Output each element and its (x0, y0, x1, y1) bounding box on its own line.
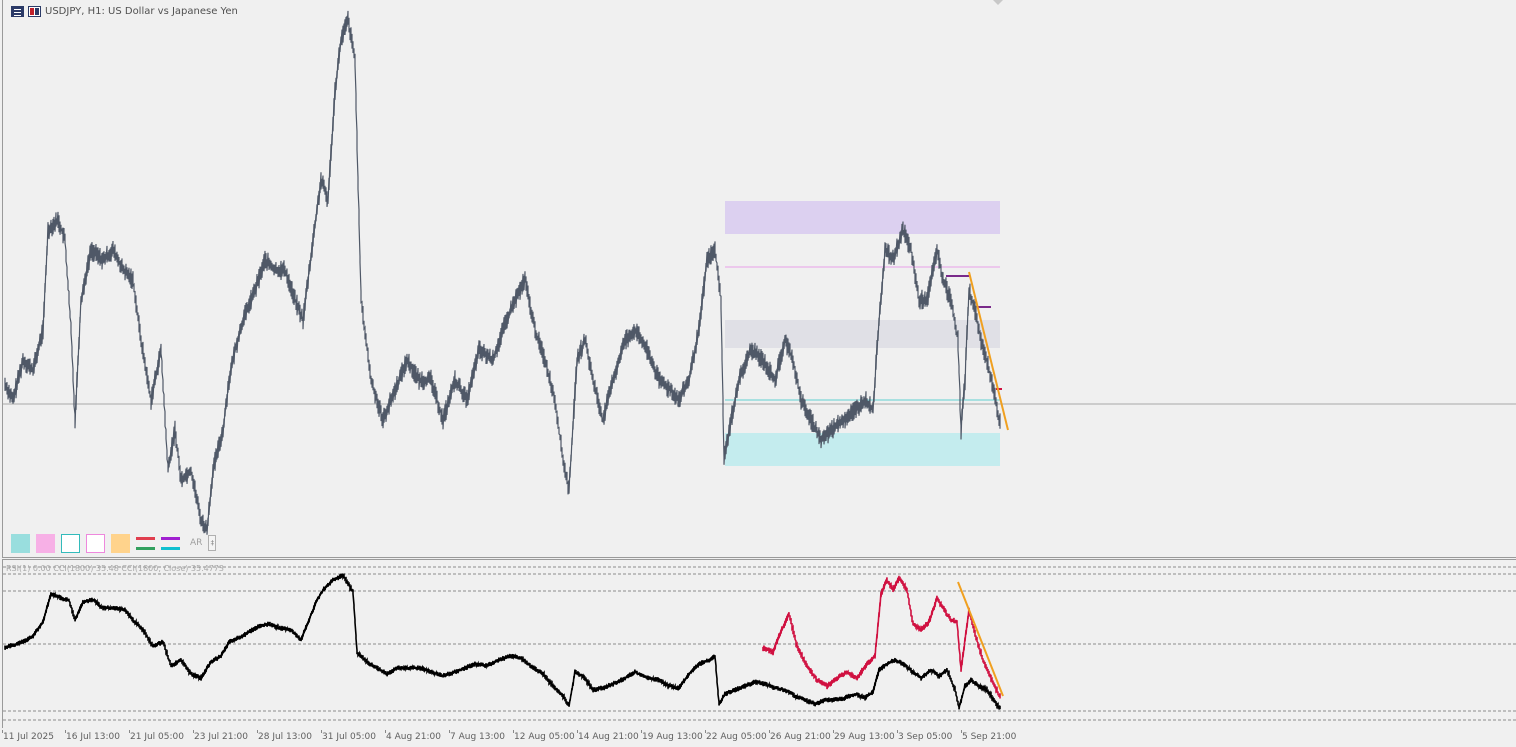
cci-chart[interactable] (3, 560, 1516, 728)
time-axis-tick (833, 730, 834, 733)
price-trendline[interactable] (968, 271, 1009, 431)
time-axis-tick (577, 730, 578, 733)
time-axis-tick (769, 730, 770, 733)
time-axis-tick (193, 730, 194, 733)
pane-separator[interactable] (2, 557, 1516, 560)
time-axis-label: 22 Aug 05:00 (706, 732, 767, 742)
time-axis-label: 28 Jul 13:00 (258, 732, 312, 742)
time-axis-tick (129, 730, 130, 733)
time-axis-label: 16 Jul 13:00 (66, 732, 120, 742)
time-axis-label: 26 Aug 21:00 (770, 732, 831, 742)
swatch-cyan-zone[interactable] (11, 533, 30, 553)
cci-series-line (4, 572, 1001, 710)
demand-zone-bottom[interactable] (725, 433, 1000, 466)
time-axis-tick (321, 730, 322, 733)
time-axis-tick (257, 730, 258, 733)
supply-zone-top[interactable] (725, 201, 1000, 234)
price-pane[interactable]: USDJPY, H1: US Dollar vs Japanese Yen (2, 0, 1516, 557)
ar-button[interactable]: AR (190, 538, 203, 548)
time-axis-tick (641, 730, 642, 733)
swatch-pink-outline[interactable] (86, 533, 105, 553)
time-axis-tick (65, 730, 66, 733)
time-axis-label: 12 Aug 05:00 (514, 732, 575, 742)
chart-shift-marker[interactable] (993, 0, 1003, 5)
indicator-label: RSI(1) 0.00 CCI(1800) 35.48 CCI(1800, Cl… (6, 564, 224, 573)
time-axis-tick (385, 730, 386, 733)
time-axis-label: 31 Jul 05:00 (322, 732, 376, 742)
cci-highlight-line (762, 575, 1001, 699)
indicator-pane[interactable] (2, 560, 1516, 728)
menu-icon[interactable] (11, 5, 24, 17)
mini-toggle-button[interactable]: ‡ (208, 535, 217, 551)
chart-header: USDJPY, H1: US Dollar vs Japanese Yen (11, 4, 238, 18)
swatch-cyan-outline[interactable] (61, 533, 80, 553)
time-axis-label: 3 Sep 05:00 (898, 732, 953, 742)
symbol-flag-icon[interactable] (28, 5, 41, 17)
price-chart[interactable] (3, 0, 1516, 557)
time-axis-label: 29 Aug 13:00 (834, 732, 895, 742)
time-axis-tick (2, 730, 3, 733)
time-axis-label: 21 Jul 05:00 (130, 732, 184, 742)
time-axis-tick (961, 730, 962, 733)
time-axis-label: 5 Sep 21:00 (962, 732, 1017, 742)
time-axis-tick (449, 730, 450, 733)
time-axis-label: 11 Jul 2025 (3, 732, 54, 742)
swatch-purple-cyan-lines[interactable] (161, 534, 180, 553)
cci-trendline[interactable] (957, 581, 1004, 697)
swatch-red-green-lines[interactable] (136, 534, 155, 553)
time-axis-label: 4 Aug 21:00 (386, 732, 441, 742)
price-series-line (4, 10, 1001, 535)
time-axis-label: 14 Aug 21:00 (578, 732, 639, 742)
time-axis[interactable]: 11 Jul 2025 16 Jul 13:00 21 Jul 05:00 23 Ju… (0, 730, 1516, 747)
drawing-toolbar: AR ‡ (11, 533, 217, 553)
swatch-pink-zone[interactable] (36, 533, 55, 553)
time-axis-tick (705, 730, 706, 733)
chart-title: USDJPY, H1: US Dollar vs Japanese Yen (45, 5, 238, 17)
time-axis-tick (897, 730, 898, 733)
swatch-orange-zone[interactable] (111, 533, 130, 553)
time-axis-label: 23 Jul 21:00 (194, 732, 248, 742)
supply-zone-mid[interactable] (725, 320, 1000, 348)
time-axis-label: 7 Aug 13:00 (450, 732, 505, 742)
time-axis-tick (513, 730, 514, 733)
time-axis-label: 19 Aug 13:00 (642, 732, 703, 742)
